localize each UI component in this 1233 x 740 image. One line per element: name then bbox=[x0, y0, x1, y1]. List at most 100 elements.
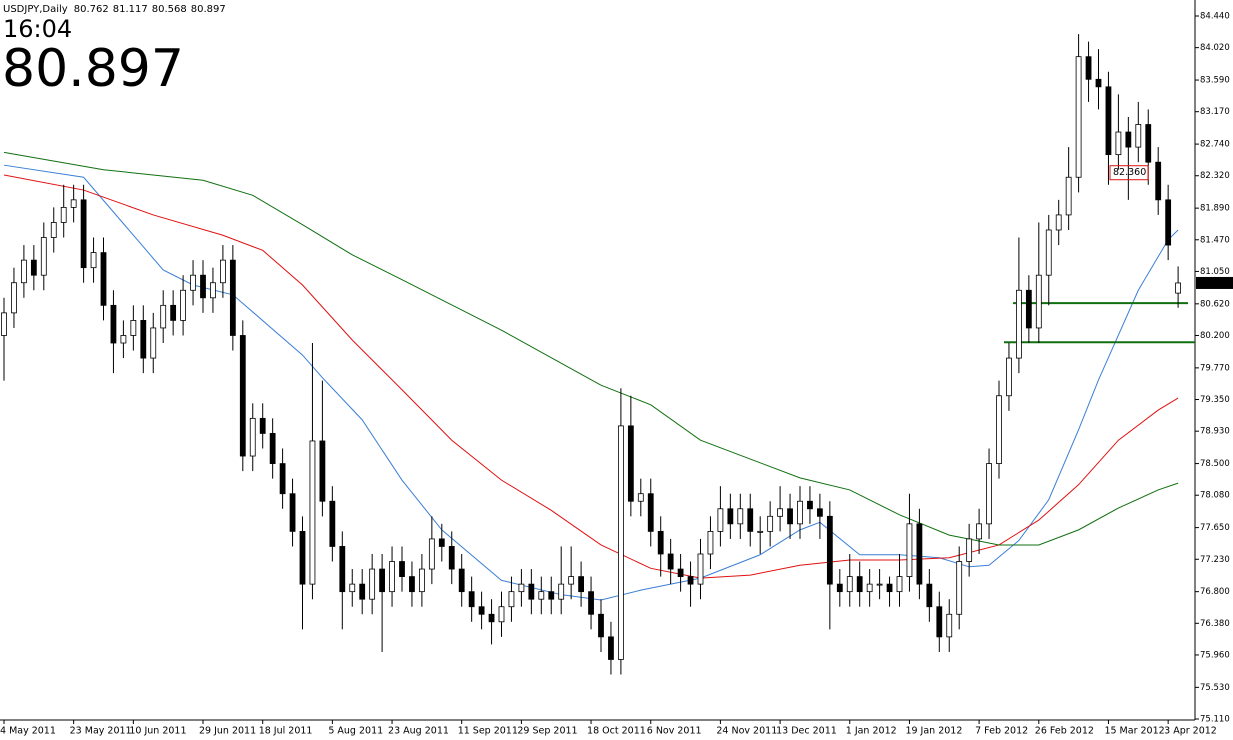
x-tick-label: 29 Jun 2011 bbox=[199, 726, 256, 737]
candle-body bbox=[160, 304, 167, 329]
current-price: 80.897 bbox=[2, 39, 184, 99]
candle-body bbox=[438, 538, 445, 547]
price-tag bbox=[1196, 276, 1233, 289]
candle-body bbox=[349, 583, 356, 593]
candle-body bbox=[667, 553, 674, 570]
candle-body bbox=[508, 591, 515, 608]
candle-body bbox=[1175, 282, 1181, 294]
y-tick-label: 77.650 bbox=[1200, 523, 1230, 533]
candle-body bbox=[1055, 214, 1062, 231]
open-value: 80.762 bbox=[74, 4, 109, 15]
candle-body bbox=[120, 335, 127, 344]
x-tick-label: 4 May 2011 bbox=[0, 726, 56, 737]
candle-body bbox=[418, 568, 425, 593]
moving-average bbox=[3, 164, 1179, 601]
candle-body bbox=[846, 576, 853, 593]
candle-body bbox=[896, 576, 903, 593]
y-tick-label: 82.740 bbox=[1200, 140, 1230, 150]
candle-body bbox=[249, 417, 256, 457]
candle-body bbox=[866, 583, 873, 593]
candle-body bbox=[956, 561, 963, 615]
candle-body bbox=[608, 636, 614, 660]
candle-body bbox=[50, 222, 57, 238]
candle-body bbox=[150, 327, 157, 359]
x-tick-label: 10 Jun 2011 bbox=[129, 726, 186, 737]
candle-body bbox=[518, 583, 525, 593]
candle-body bbox=[568, 576, 575, 585]
candle-body bbox=[707, 530, 714, 555]
x-tick-label: 23 May 2011 bbox=[70, 726, 132, 737]
y-tick-label: 78.930 bbox=[1200, 427, 1230, 437]
candle-body bbox=[767, 515, 774, 532]
candle-body bbox=[976, 523, 982, 540]
x-tick-label: 1 Jan 2012 bbox=[846, 726, 897, 737]
candle-body bbox=[488, 613, 495, 623]
y-tick-label: 78.080 bbox=[1200, 491, 1230, 501]
x-tick-label: 24 Nov 2011 bbox=[716, 726, 777, 737]
candle-body bbox=[329, 500, 336, 547]
candle-body bbox=[239, 335, 246, 457]
candle-body bbox=[836, 583, 843, 593]
candle-body bbox=[140, 320, 147, 359]
candle-body bbox=[399, 561, 405, 577]
candle-body bbox=[369, 568, 376, 600]
candle-body bbox=[986, 463, 992, 525]
x-tick-label: 19 Jan 2012 bbox=[905, 726, 962, 737]
x-tick-label: 13 Dec 2011 bbox=[776, 726, 837, 737]
candle-body bbox=[100, 252, 107, 306]
candle-body bbox=[876, 583, 883, 586]
x-tick-label: 23 Aug 2011 bbox=[388, 726, 449, 737]
candle-body bbox=[1085, 56, 1092, 80]
y-tick-label: 75.530 bbox=[1200, 683, 1230, 693]
candle-body bbox=[90, 252, 97, 269]
x-tick-label: 11 Sep 2011 bbox=[458, 726, 518, 737]
candle-body bbox=[946, 613, 953, 638]
high-value: 81.117 bbox=[113, 4, 148, 15]
y-tick-label: 75.110 bbox=[1200, 715, 1230, 725]
candle-body bbox=[1115, 131, 1122, 156]
y-tick-label: 82.320 bbox=[1200, 171, 1230, 181]
candle-body bbox=[80, 199, 87, 269]
candle-body bbox=[687, 576, 694, 585]
candle-body bbox=[886, 583, 893, 593]
candle-body bbox=[359, 583, 366, 600]
candle-body bbox=[170, 304, 177, 321]
header: USDJPY,Daily 80.762 81.117 80.568 80.897 bbox=[3, 4, 226, 15]
candle-body bbox=[498, 606, 505, 623]
y-tick-label: 79.350 bbox=[1200, 395, 1230, 405]
candle-body bbox=[409, 576, 415, 593]
x-tick-label: 29 Sep 2011 bbox=[517, 726, 577, 737]
x-tick-label: 26 Feb 2012 bbox=[1035, 726, 1094, 737]
candle-body bbox=[70, 199, 77, 208]
candle-body bbox=[309, 440, 316, 585]
candle-body bbox=[180, 289, 187, 321]
candle-body bbox=[11, 282, 17, 314]
candle-body bbox=[219, 259, 226, 284]
candle-body bbox=[1065, 176, 1072, 216]
candle-body bbox=[389, 561, 395, 593]
candle-body bbox=[279, 463, 286, 495]
candle-body bbox=[259, 417, 266, 434]
candle-body bbox=[817, 508, 823, 517]
candle-body bbox=[1006, 357, 1012, 397]
y-tick-label: 77.230 bbox=[1200, 555, 1230, 565]
annotation-box bbox=[1109, 165, 1149, 181]
y-tick-label: 83.170 bbox=[1200, 107, 1230, 117]
candle-body bbox=[1135, 124, 1142, 148]
candle-body bbox=[289, 493, 296, 532]
candle-body bbox=[856, 576, 863, 593]
x-tick-label: 3 Apr 2012 bbox=[1164, 726, 1217, 737]
candle-body bbox=[319, 440, 326, 502]
x-tick-label: 15 Mar 2012 bbox=[1104, 726, 1164, 737]
x-tick-label: 18 Oct 2011 bbox=[587, 726, 646, 737]
candle-body bbox=[1145, 124, 1152, 163]
price-tag-label: 80.897 bbox=[1199, 278, 1231, 288]
candle-body bbox=[190, 274, 196, 291]
candle-body bbox=[269, 433, 276, 464]
candle-body bbox=[110, 304, 117, 344]
candle-body bbox=[1035, 274, 1042, 329]
candle-body bbox=[1025, 289, 1032, 329]
y-tick-label: 81.470 bbox=[1200, 235, 1230, 245]
candle-body bbox=[528, 583, 535, 600]
